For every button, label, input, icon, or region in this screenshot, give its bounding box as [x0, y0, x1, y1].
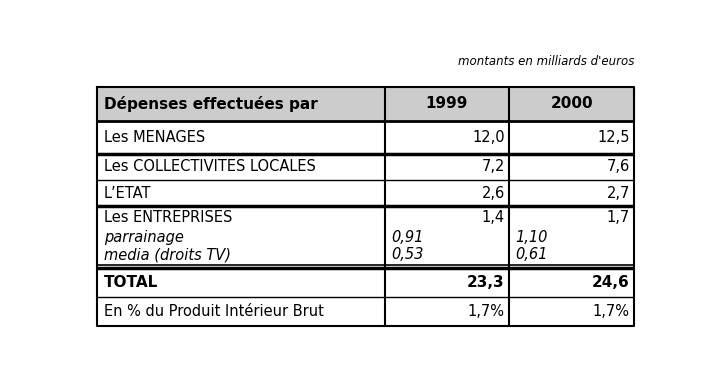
- Text: montants en milliards d'euros: montants en milliards d'euros: [458, 55, 634, 68]
- Text: 1,7%: 1,7%: [593, 304, 629, 319]
- Text: TOTAL: TOTAL: [104, 275, 158, 290]
- Text: 1,10: 1,10: [515, 230, 548, 245]
- Text: 12,0: 12,0: [472, 129, 505, 145]
- Bar: [98, 87, 634, 120]
- Text: 7,2: 7,2: [481, 159, 505, 174]
- Text: 2,7: 2,7: [607, 186, 629, 201]
- Text: parrainage: parrainage: [104, 230, 184, 245]
- Text: 12,5: 12,5: [597, 129, 629, 145]
- Text: Les COLLECTIVITES LOCALES: Les COLLECTIVITES LOCALES: [104, 159, 316, 174]
- Text: Les ENTREPRISES: Les ENTREPRISES: [104, 210, 232, 225]
- Text: En % du Produit Intérieur Brut: En % du Produit Intérieur Brut: [104, 304, 324, 319]
- Text: 24,6: 24,6: [592, 275, 629, 290]
- Text: 1,7%: 1,7%: [468, 304, 505, 319]
- Text: media (droits TV): media (droits TV): [104, 247, 231, 262]
- Text: 0,53: 0,53: [391, 247, 424, 262]
- Text: 0,91: 0,91: [391, 230, 424, 245]
- Text: 2000: 2000: [550, 96, 593, 111]
- Text: 2,6: 2,6: [481, 186, 505, 201]
- Text: 23,3: 23,3: [467, 275, 505, 290]
- Text: 7,6: 7,6: [607, 159, 629, 174]
- Text: 1,7: 1,7: [607, 210, 629, 225]
- Text: 1999: 1999: [426, 96, 468, 111]
- Text: 1,4: 1,4: [481, 210, 505, 225]
- Text: Les MENAGES: Les MENAGES: [104, 129, 205, 145]
- Text: 0,61: 0,61: [515, 247, 548, 262]
- Text: Dépenses effectuées par: Dépenses effectuées par: [104, 96, 318, 111]
- Text: L’ETAT: L’ETAT: [104, 186, 152, 201]
